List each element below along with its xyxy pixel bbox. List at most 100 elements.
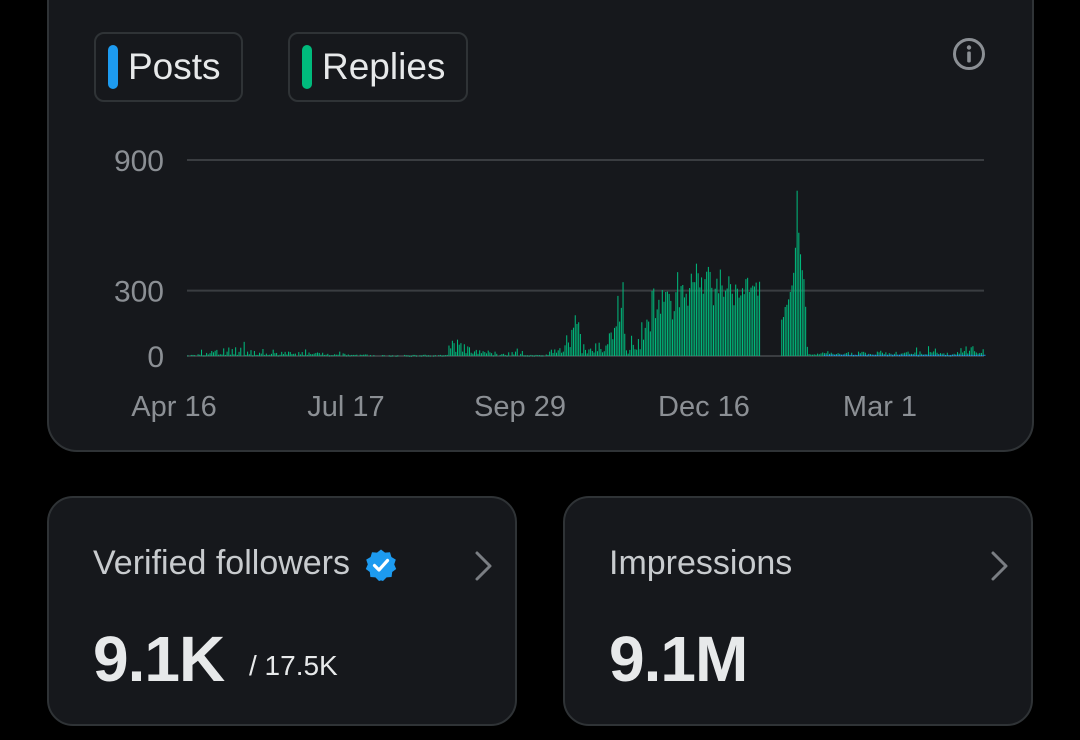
replies-bar <box>339 351 341 356</box>
replies-bar <box>325 354 327 356</box>
replies-bar <box>489 352 491 356</box>
replies-bar <box>223 348 225 356</box>
replies-bar <box>533 355 535 357</box>
replies-bar <box>656 309 658 356</box>
replies-bar <box>796 190 798 356</box>
posts-bar <box>832 354 834 356</box>
legend-replies-toggle[interactable]: Replies <box>288 32 468 102</box>
replies-bar <box>825 353 827 356</box>
replies-bar <box>690 273 692 356</box>
info-icon[interactable] <box>952 37 986 71</box>
posts-bar <box>919 354 921 356</box>
posts-bar <box>871 354 873 356</box>
legend-posts-toggle[interactable]: Posts <box>94 32 243 102</box>
replies-bar <box>511 352 513 356</box>
chevron-right-icon[interactable] <box>473 550 495 582</box>
replies-bar <box>578 322 580 356</box>
posts-bar <box>931 354 933 356</box>
replies-bar <box>445 355 447 357</box>
replies-bar <box>583 344 585 356</box>
replies-bar <box>811 354 813 356</box>
total-followers-value: / 17.5K <box>249 650 338 681</box>
replies-bar <box>625 350 627 356</box>
replies-bar <box>610 332 612 356</box>
replies-bar <box>615 326 617 356</box>
replies-bar <box>299 354 302 356</box>
replies-bar <box>231 349 233 356</box>
posts-bar <box>863 354 865 356</box>
replies-bar <box>731 293 733 356</box>
replies-bar <box>658 299 660 356</box>
posts-bar <box>895 354 897 356</box>
replies-bar <box>810 354 812 356</box>
replies-bar <box>567 342 569 356</box>
replies-bar <box>247 351 249 356</box>
verified-followers-card[interactable]: Verified followers 9.1K / 17.5K <box>47 496 517 726</box>
replies-bar <box>668 293 670 356</box>
verified-followers-value: 9.1K <box>93 623 225 695</box>
replies-bar <box>620 307 622 356</box>
posts-bar <box>905 354 907 356</box>
x-tick-label: Apr 16 <box>131 391 216 423</box>
replies-bar <box>798 232 800 356</box>
replies-bar <box>651 290 653 356</box>
replies-bar <box>818 354 820 356</box>
posts-bar <box>907 354 909 356</box>
replies-bar <box>422 354 424 356</box>
posts-bar <box>864 354 866 356</box>
replies-bar <box>513 354 515 356</box>
replies-bar <box>697 273 699 356</box>
replies-bar <box>456 339 459 356</box>
replies-bar <box>863 351 865 356</box>
replies-bar <box>192 354 194 356</box>
replies-bar <box>936 352 938 356</box>
replies-bar <box>639 349 641 356</box>
replies-bar <box>979 352 981 356</box>
posts-bar <box>844 354 846 356</box>
posts-bar <box>921 354 923 356</box>
chevron-right-icon[interactable] <box>989 550 1011 582</box>
replies-bar <box>704 279 706 356</box>
impressions-card[interactable]: Impressions 9.1M <box>563 496 1033 726</box>
replies-bar <box>245 354 247 356</box>
replies-bar <box>977 353 979 356</box>
replies-bar <box>916 347 918 356</box>
replies-bar <box>311 354 313 356</box>
replies-bar <box>673 311 675 356</box>
replies-bar <box>209 353 211 356</box>
replies-bar <box>474 351 476 356</box>
replies-bar <box>933 351 935 356</box>
replies-bar <box>801 270 803 356</box>
replies-bar <box>308 352 310 356</box>
posts-bar <box>883 354 885 356</box>
replies-bar <box>733 305 735 356</box>
replies-bar <box>740 295 742 356</box>
replies-bar <box>523 355 525 357</box>
replies-bar <box>939 353 941 356</box>
replies-bar <box>416 355 418 357</box>
posts-bar <box>963 354 965 356</box>
posts-bar <box>854 354 856 356</box>
replies-bar <box>253 350 255 356</box>
replies-bar <box>660 313 662 356</box>
replies-bar <box>282 354 284 356</box>
replies-bar <box>805 306 807 356</box>
replies-bar <box>298 352 300 356</box>
replies-bar <box>719 269 721 356</box>
replies-bar <box>463 344 465 356</box>
replies-bar <box>694 282 696 356</box>
posts-bar <box>929 354 931 356</box>
replies-bar <box>617 295 619 356</box>
replies-bar <box>596 351 598 356</box>
replies-bar <box>600 349 602 356</box>
replies-bar <box>649 331 651 356</box>
replies-bar <box>648 321 650 356</box>
replies-bar <box>574 315 576 356</box>
replies-bar <box>907 351 909 356</box>
replies-bar <box>228 347 230 356</box>
replies-bar <box>830 352 832 356</box>
replies-bar <box>803 279 805 356</box>
replies-bar <box>501 354 503 356</box>
replies-bar <box>199 354 201 356</box>
replies-bar <box>607 344 609 356</box>
